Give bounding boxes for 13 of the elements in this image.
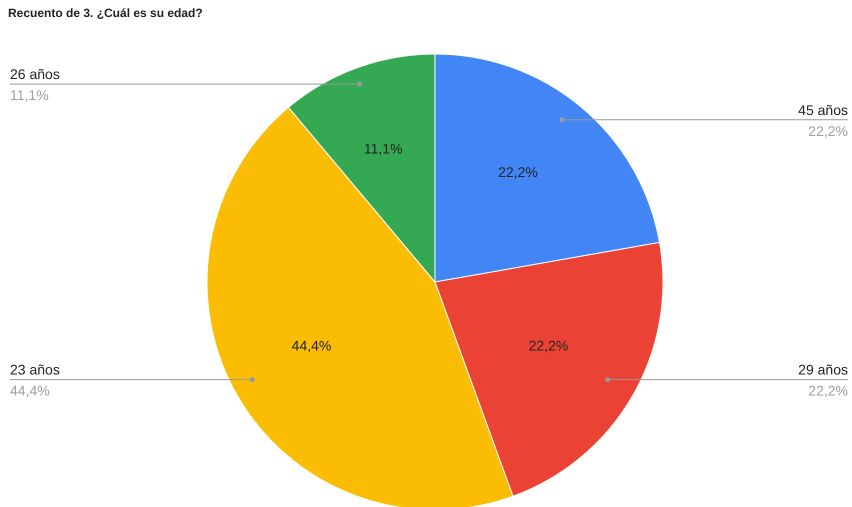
data-label: 22,2% xyxy=(528,337,568,354)
slice-label: 29 años xyxy=(798,362,848,378)
data-label: 22,2% xyxy=(498,164,538,180)
text: 44,4% xyxy=(10,382,50,399)
text: 22,2% xyxy=(808,382,848,399)
text: 22,2% xyxy=(808,122,848,139)
text: 11,1% xyxy=(10,87,49,104)
slice-label: 26 años xyxy=(10,66,60,82)
slice-label: 23 años xyxy=(10,362,60,378)
slice-label: 45 años xyxy=(798,102,848,118)
chart-title: Recuento de 3. ¿Cuál es su edad? xyxy=(8,6,203,20)
data-label: 44,4% xyxy=(292,337,332,354)
data-label: 11,1% xyxy=(364,140,403,156)
